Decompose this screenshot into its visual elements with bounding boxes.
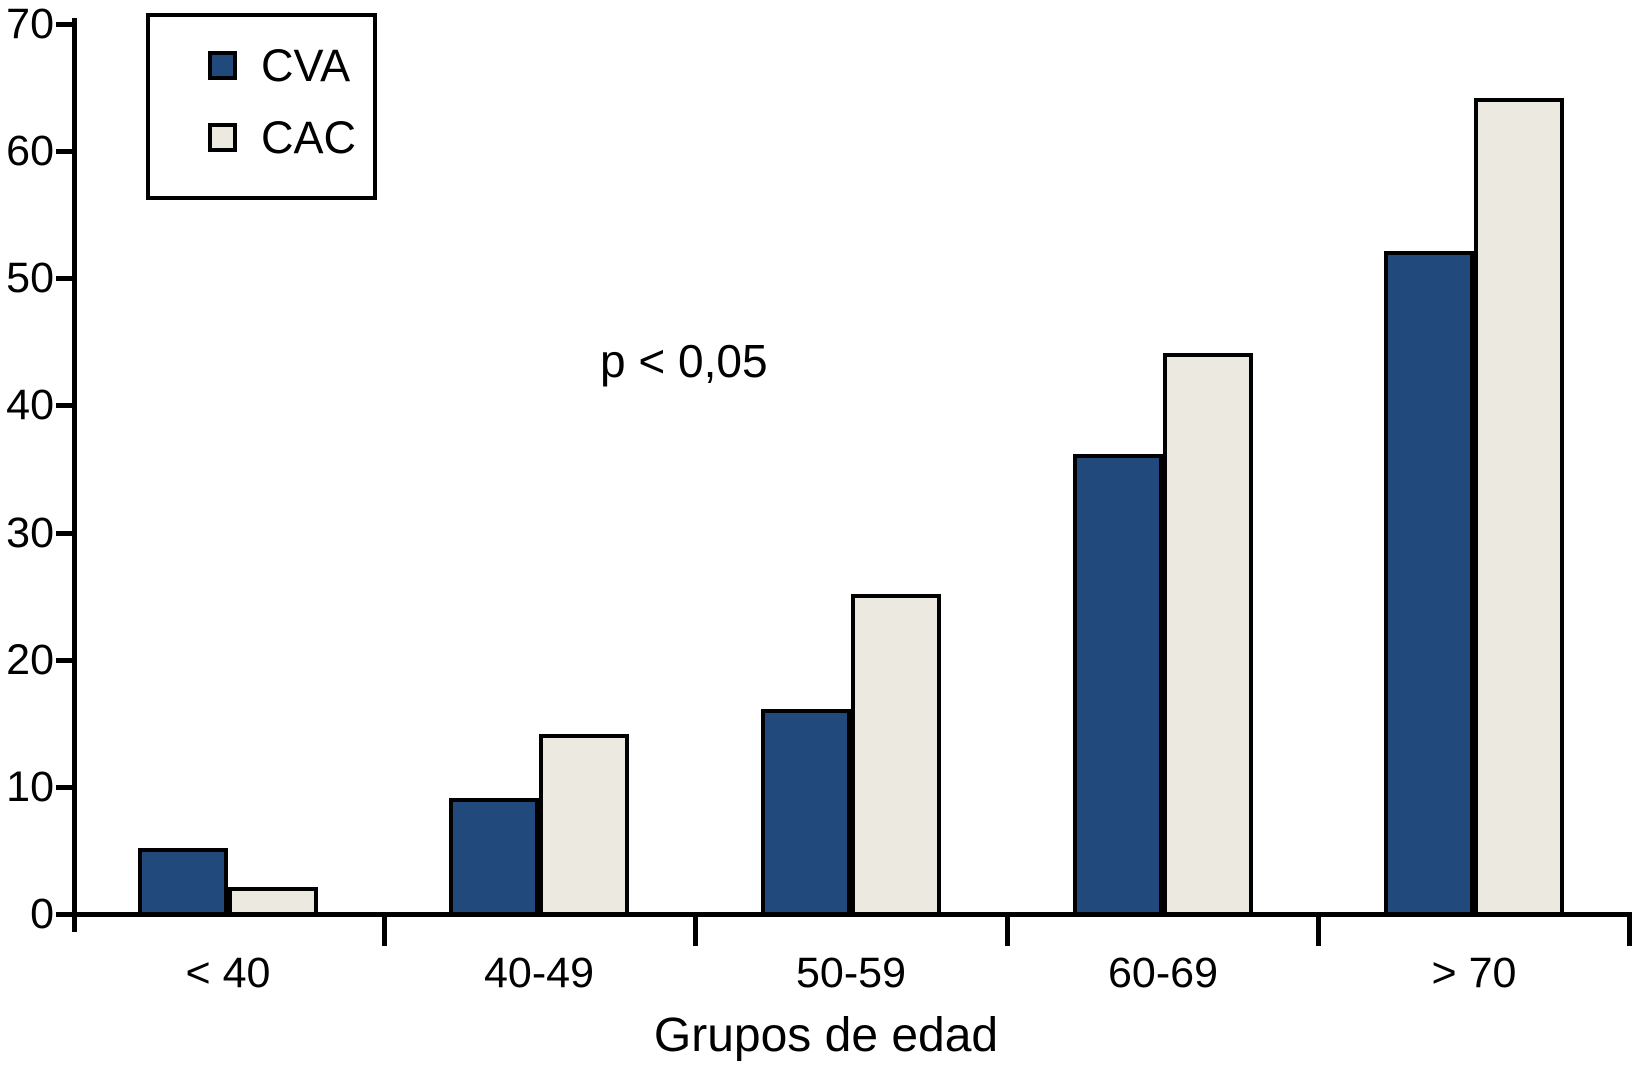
x-category-label: 50-59 xyxy=(796,949,906,997)
cac-swatch-icon xyxy=(208,123,237,152)
y-tick-label: 20 xyxy=(6,635,54,684)
y-tick-label: 70 xyxy=(6,0,54,48)
legend-label-cac: CAC xyxy=(261,112,357,163)
y-tick-label: 60 xyxy=(6,127,54,176)
x-axis-tick xyxy=(1627,912,1632,946)
y-axis-tick xyxy=(56,784,72,790)
bar-cac-3 xyxy=(851,594,941,916)
y-axis-tick xyxy=(56,403,72,409)
y-axis-tick xyxy=(56,530,72,536)
bar-cac-5 xyxy=(1474,98,1564,916)
x-category-label: < 40 xyxy=(185,949,271,997)
y-axis-tick xyxy=(56,149,72,155)
y-tick-label: 10 xyxy=(6,762,54,811)
y-tick-label: 40 xyxy=(6,381,54,430)
y-tick-label: 50 xyxy=(6,254,54,303)
cva-swatch-icon xyxy=(208,51,237,80)
y-tick-label: 0 xyxy=(30,890,54,938)
x-axis-tick xyxy=(1004,912,1010,946)
bar-cva-1 xyxy=(138,848,228,916)
x-axis-tick xyxy=(381,912,387,946)
legend-item-cva: CVA xyxy=(208,43,373,88)
bar-cac-2 xyxy=(539,734,629,916)
legend-item-cac: CAC xyxy=(208,115,373,160)
y-axis-tick xyxy=(56,912,72,917)
bar-cac-1 xyxy=(228,887,318,916)
bar-cva-4 xyxy=(1073,454,1163,916)
y-tick-label: 30 xyxy=(6,508,54,557)
y-axis-tick xyxy=(56,657,72,663)
p-value-annotation: p < 0,05 xyxy=(600,335,768,387)
bar-cva-3 xyxy=(761,709,851,916)
x-axis-tick xyxy=(1316,912,1322,946)
x-category-label: 40-49 xyxy=(484,949,594,997)
bar-cva-5 xyxy=(1384,251,1474,916)
x-axis-tick xyxy=(693,912,699,946)
bar-cac-4 xyxy=(1163,353,1253,916)
y-axis-tick xyxy=(56,276,72,282)
y-axis-line xyxy=(72,18,77,932)
legend-label-cva: CVA xyxy=(261,40,351,91)
x-category-label: > 70 xyxy=(1431,949,1517,997)
x-axis-title: Grupos de edad xyxy=(653,1009,999,1062)
x-category-label: 60-69 xyxy=(1108,949,1218,997)
bar-cva-2 xyxy=(449,798,539,916)
legend: CVA CAC xyxy=(146,13,377,200)
y-axis-tick xyxy=(56,22,72,27)
